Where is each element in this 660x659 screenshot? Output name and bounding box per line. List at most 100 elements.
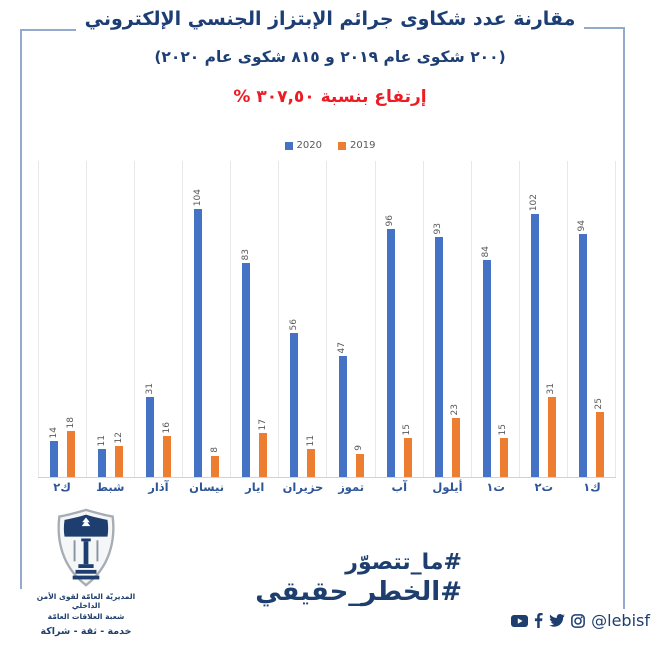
bar-wrap-2019: 17	[258, 419, 268, 477]
bar-value-label: 9	[354, 445, 364, 451]
month-label: ت٢	[534, 480, 554, 494]
bar-value-label: 96	[385, 214, 396, 226]
chart-column: 31 16	[134, 161, 182, 477]
bar-group: 47 9	[337, 342, 364, 477]
bar-value-label: 18	[65, 416, 76, 428]
bar-2020	[194, 209, 203, 477]
month-label: آب	[391, 480, 408, 494]
twitter-icon[interactable]	[549, 614, 565, 627]
bracket-left	[20, 29, 22, 589]
logo-caption-division: شعبة العلاقات العامّة	[47, 612, 125, 621]
legend-label-2019: 2019	[350, 140, 376, 151]
bracket-right	[623, 27, 625, 609]
chart-column: 47 9	[326, 161, 374, 477]
social-row: @lebisf	[511, 611, 650, 630]
chart-column: 84 15	[470, 161, 519, 477]
bar-wrap-2019: 12	[113, 431, 124, 477]
cedar-icon	[81, 517, 91, 527]
bar-value-label: 23	[450, 403, 461, 415]
bar-group: 102 31	[529, 193, 557, 477]
bracket-top-left	[20, 29, 76, 31]
bar-value-label: 31	[144, 382, 155, 394]
instagram-icon[interactable]	[571, 613, 586, 628]
bar-wrap-2020: 83	[240, 248, 251, 477]
bar-wrap-2020: 94	[577, 220, 587, 477]
bar-2019	[115, 446, 124, 477]
bar-value-label: 31	[546, 382, 557, 394]
bar-2019	[499, 438, 508, 477]
chart-column: 14 18	[38, 161, 86, 477]
bar-value-label: 84	[481, 245, 492, 257]
logo-caption-directorate: المديريّة العامّة لقوى الأمن الداخلي	[36, 592, 136, 610]
bar-wrap-2020: 104	[192, 188, 203, 477]
month-label: أيلول	[432, 480, 463, 494]
legend-swatch-2019	[338, 141, 346, 150]
hashtags-block: #ما_تتصوّر #الخطر_حقيقي	[200, 550, 462, 609]
bar-group: 83 17	[240, 248, 268, 477]
bar-value-label: 16	[161, 421, 172, 433]
bar-2020	[578, 234, 587, 477]
legend-item-2019: 2019	[338, 140, 375, 151]
bar-2020	[290, 333, 299, 477]
bar-value-label: 83	[240, 248, 251, 260]
bar-wrap-2019: 8	[210, 447, 220, 477]
bar-2019	[355, 454, 364, 477]
bar-group: 84 15	[481, 245, 509, 477]
bar-wrap-2020: 93	[433, 222, 444, 477]
month-label: ايار	[245, 480, 265, 494]
bar-2019	[307, 449, 316, 477]
month-label: ت١	[486, 480, 505, 494]
bar-value-label: 93	[433, 222, 444, 234]
bar-wrap-2020: 14	[49, 427, 59, 477]
bar-wrap-2020: 102	[529, 193, 540, 477]
bar-wrap-2019: 9	[354, 445, 364, 477]
bar-2020	[146, 397, 155, 477]
chart-column: 104 8	[182, 161, 230, 477]
month-label: تموز	[338, 480, 365, 494]
youtube-icon[interactable]	[511, 614, 529, 627]
chart-subtitle: (٢٠٠ شكوى عام ٢٠١٩ و ٨١٥ شكوى عام ٢٠٢٠)	[154, 48, 506, 66]
bar-2019	[403, 438, 412, 477]
month-label: نيسان	[189, 480, 225, 494]
bar-2019	[163, 436, 172, 477]
chart-column: 102 31	[518, 161, 567, 477]
chart-legend: 2020 2019	[0, 140, 660, 151]
bar-group: 56 11	[288, 318, 316, 477]
bar-group: 94 25	[577, 220, 605, 477]
social-handle[interactable]: @lebisf	[591, 611, 650, 630]
bar-value-label: 15	[498, 423, 509, 435]
hashtag-line-1: #ما_تتصوّر	[345, 550, 462, 575]
chart-column: 94 25	[566, 161, 616, 477]
bar-2019	[211, 456, 220, 477]
bar-wrap-2020: 96	[385, 214, 396, 477]
bar-value-label: 25	[594, 397, 605, 409]
bar-wrap-2020: 47	[337, 342, 347, 477]
bar-value-label: 12	[113, 431, 124, 443]
month-label: ك٢	[53, 480, 71, 494]
bar-2020	[386, 229, 395, 477]
bar-2019	[259, 433, 268, 477]
bar-value-label: 11	[96, 434, 107, 446]
bar-2020	[338, 356, 347, 477]
page-title: مقارنة عدد شكاوى جرائم الإبتزاز الجنسي ا…	[84, 8, 576, 30]
bar-2019	[451, 418, 460, 477]
chart-column: 11 12	[86, 161, 134, 477]
bar-wrap-2020: 11	[96, 434, 107, 477]
facebook-icon[interactable]	[534, 613, 543, 628]
bar-2019	[67, 431, 76, 477]
bar-wrap-2019: 15	[498, 423, 509, 477]
legend-swatch-2020	[284, 141, 293, 150]
month-label: شبط	[96, 480, 125, 494]
bar-wrap-2020: 84	[481, 245, 492, 477]
bar-value-label: 56	[288, 318, 299, 330]
bar-group: 93 23	[433, 222, 461, 477]
bar-value-label: 15	[402, 423, 413, 435]
bar-value-label: 102	[529, 193, 540, 211]
bar-wrap-2019: 16	[161, 421, 172, 477]
bar-group: 96 15	[385, 214, 413, 477]
bar-group: 104 8	[192, 188, 220, 477]
bar-wrap-2020: 31	[144, 382, 155, 477]
plot-area: 14 18 11 12 31 16 104 8 83 17 56 11 47 9 96 15 93 23 84 15 1…	[38, 161, 616, 478]
bar-value-label: 104	[192, 188, 203, 206]
